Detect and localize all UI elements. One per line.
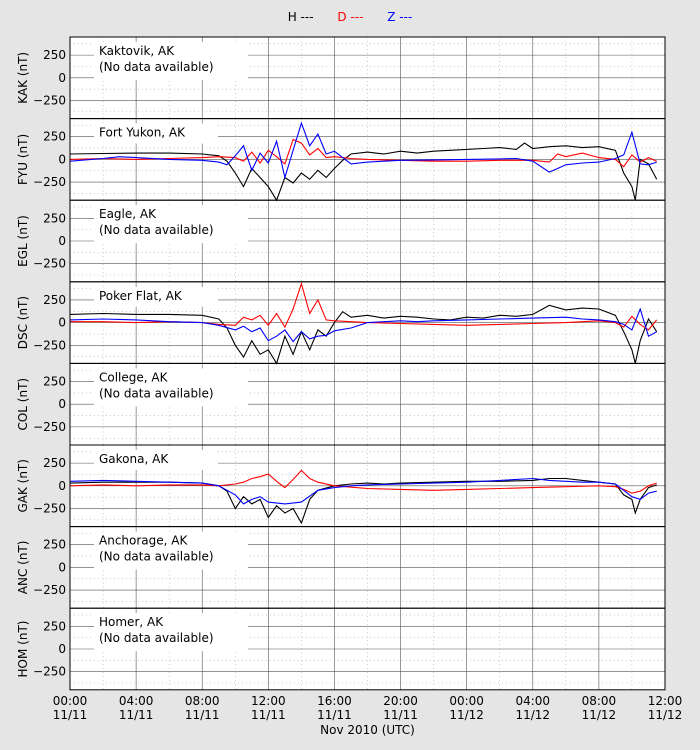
- no-data-note: (No data available): [99, 60, 214, 74]
- station-label: Eagle, AK: [99, 207, 157, 221]
- y-axis-label: ANC (nT): [16, 541, 30, 595]
- x-tick-label-date: 11/12: [582, 708, 617, 722]
- y-axis-label: DSC (nT): [16, 296, 30, 349]
- series-line-z: [70, 477, 657, 505]
- legend-item-z: Z ---: [387, 10, 413, 24]
- y-tick-label: −250: [33, 338, 66, 352]
- y-tick-label: 0: [58, 71, 66, 85]
- no-data-note: (No data available): [99, 631, 214, 645]
- annotation-box: [94, 286, 218, 307]
- panel-border: [69, 607, 666, 691]
- y-tick-label: 250: [43, 456, 66, 470]
- x-tick-label-date: 11/11: [251, 708, 286, 722]
- y-tick-label: −250: [33, 583, 66, 597]
- x-tick-label-time: 12:00: [648, 694, 683, 708]
- series-line-h: [70, 142, 658, 202]
- x-tick-label-time: 08:00: [185, 694, 220, 708]
- x-axis-label: Nov 2010 (UTC): [320, 723, 415, 737]
- series-line-z: [70, 121, 657, 180]
- y-axis-label: COL (nT): [16, 378, 30, 431]
- x-tick-label-date: 11/11: [185, 708, 220, 722]
- y-tick-label: 0: [58, 234, 66, 248]
- x-tick-label-time: 08:00: [582, 694, 617, 708]
- y-axis-label: GAK (nT): [16, 459, 30, 513]
- annotation-box: [94, 450, 218, 470]
- y-tick-label: −250: [33, 175, 66, 189]
- legend-item-h: H ---: [287, 10, 314, 24]
- x-tick-label-date: 11/11: [383, 708, 418, 722]
- x-tick-label-date: 11/12: [515, 708, 550, 722]
- legend-item-d: D ---: [337, 10, 364, 24]
- y-tick-label: 0: [58, 397, 66, 411]
- y-tick-label: 0: [58, 642, 66, 656]
- y-tick-label: −250: [33, 665, 66, 679]
- x-tick-label-date: 11/11: [119, 708, 154, 722]
- series-line-d: [70, 469, 657, 494]
- station-label: College, AK: [99, 370, 169, 384]
- x-tick-label-date: 11/11: [53, 708, 88, 722]
- y-tick-label: 0: [58, 560, 66, 574]
- station-label: Anchorage, AK: [99, 534, 188, 548]
- y-tick-label: −250: [33, 501, 66, 515]
- legend: H --- D --- Z ---: [0, 10, 700, 24]
- station-label: Homer, AK: [99, 615, 164, 629]
- y-tick-label: 250: [43, 538, 66, 552]
- y-tick-label: 250: [43, 293, 66, 307]
- series-line-d: [70, 138, 657, 168]
- y-tick-label: −250: [33, 420, 66, 434]
- series-line-z: [70, 307, 657, 343]
- annotation-box: [94, 123, 218, 144]
- x-tick-label-time: 00:00: [449, 694, 484, 708]
- annotation-box: [94, 368, 248, 407]
- series-line-h: [70, 304, 658, 365]
- x-tick-label-time: 20:00: [383, 694, 418, 708]
- y-axis-label: HOM (nT): [16, 621, 30, 678]
- x-tick-label-time: 04:00: [119, 694, 154, 708]
- no-data-note: (No data available): [99, 386, 214, 400]
- y-tick-label: 0: [58, 479, 66, 493]
- no-data-note: (No data available): [99, 550, 214, 564]
- x-tick-label-time: 04:00: [515, 694, 550, 708]
- y-tick-label: 0: [58, 152, 66, 166]
- annotation-box: [94, 531, 248, 570]
- station-label: Poker Flat, AK: [99, 289, 183, 303]
- station-label: Kaktovik, AK: [99, 44, 175, 58]
- station-label: Gakona, AK: [99, 452, 169, 466]
- series-line-d: [70, 281, 658, 331]
- x-tick-label-time: 12:00: [251, 694, 286, 708]
- annotation-box: [94, 42, 248, 80]
- x-tick-label-time: 00:00: [53, 694, 88, 708]
- y-tick-label: 250: [43, 619, 66, 633]
- y-tick-label: 250: [43, 48, 66, 62]
- y-axis-label: EGL (nT): [16, 215, 30, 267]
- y-tick-label: 250: [43, 130, 66, 144]
- station-label: Fort Yukon, AK: [99, 126, 186, 140]
- x-tick-label-date: 11/12: [449, 708, 484, 722]
- x-tick-label-date: 11/12: [648, 708, 683, 722]
- y-tick-label: 250: [43, 375, 66, 389]
- annotation-box: [94, 205, 248, 244]
- y-tick-label: −250: [33, 93, 66, 107]
- annotation-box: [94, 613, 248, 652]
- y-tick-label: 0: [58, 316, 66, 330]
- y-axis-label: KAK (nT): [16, 52, 30, 104]
- y-axis-label: FYU (nT): [16, 134, 30, 185]
- y-tick-label: 250: [43, 211, 66, 225]
- y-tick-label: −250: [33, 257, 66, 271]
- x-tick-label-time: 16:00: [317, 694, 352, 708]
- x-tick-label-date: 11/11: [317, 708, 352, 722]
- no-data-note: (No data available): [99, 223, 214, 237]
